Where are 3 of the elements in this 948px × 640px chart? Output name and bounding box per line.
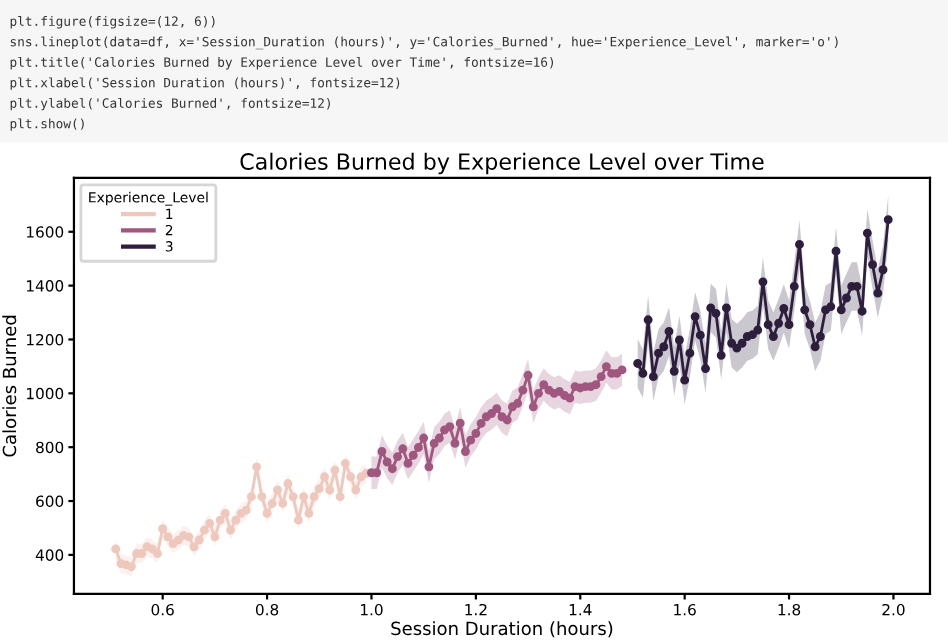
x-axis-title: Session Duration (hours) [391,621,613,638]
chart-title: Calories Burned by Experience Level over Time [240,152,764,175]
y-axis-title: Calories Burned [2,315,17,457]
